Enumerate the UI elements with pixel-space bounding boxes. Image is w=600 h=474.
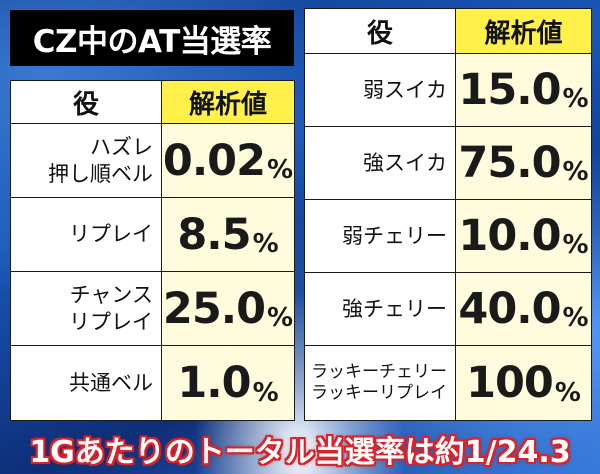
right-row-value: 15.0% <box>455 53 592 127</box>
right-row-value: 75.0% <box>455 126 592 200</box>
left-row-value: 0.02% <box>161 123 295 198</box>
footer-banner: 1Gあたりのトータル当選率は約1/24.3 <box>0 423 600 474</box>
right-row-value: 10.0% <box>455 199 592 273</box>
left-header-role: 役 <box>10 80 162 124</box>
left-row-label: 共通ベル <box>10 345 162 421</box>
right-row-value: 40.0% <box>455 272 592 346</box>
left-row-label: チャンス リプレイ <box>10 271 162 346</box>
right-row-label: 弱スイカ <box>304 53 456 127</box>
right-row-label: ラッキーチェリー ラッキーリプレイ <box>304 345 456 421</box>
left-table-title: CZ中のAT当選率 <box>32 23 272 60</box>
left-row-label: リプレイ <box>10 197 162 272</box>
left-row-label: ハズレ 押し順ベル <box>10 123 162 198</box>
left-header-value: 解析値 <box>161 80 295 124</box>
right-header-role: 役 <box>304 8 456 54</box>
right-row-label: 強チェリー <box>304 272 456 346</box>
right-header-value: 解析値 <box>455 8 592 54</box>
left-table-title-box: CZ中のAT当選率 <box>10 10 294 66</box>
left-row-value: 1.0% <box>161 345 295 421</box>
left-row-value: 8.5% <box>161 197 295 272</box>
right-row-value: 100% <box>455 345 592 421</box>
right-row-label: 弱チェリー <box>304 199 456 273</box>
footer-total-rate: 1Gあたりのトータル当選率は約1/24.3 <box>29 434 571 470</box>
left-row-value: 25.0% <box>161 271 295 346</box>
right-row-label: 強スイカ <box>304 126 456 200</box>
